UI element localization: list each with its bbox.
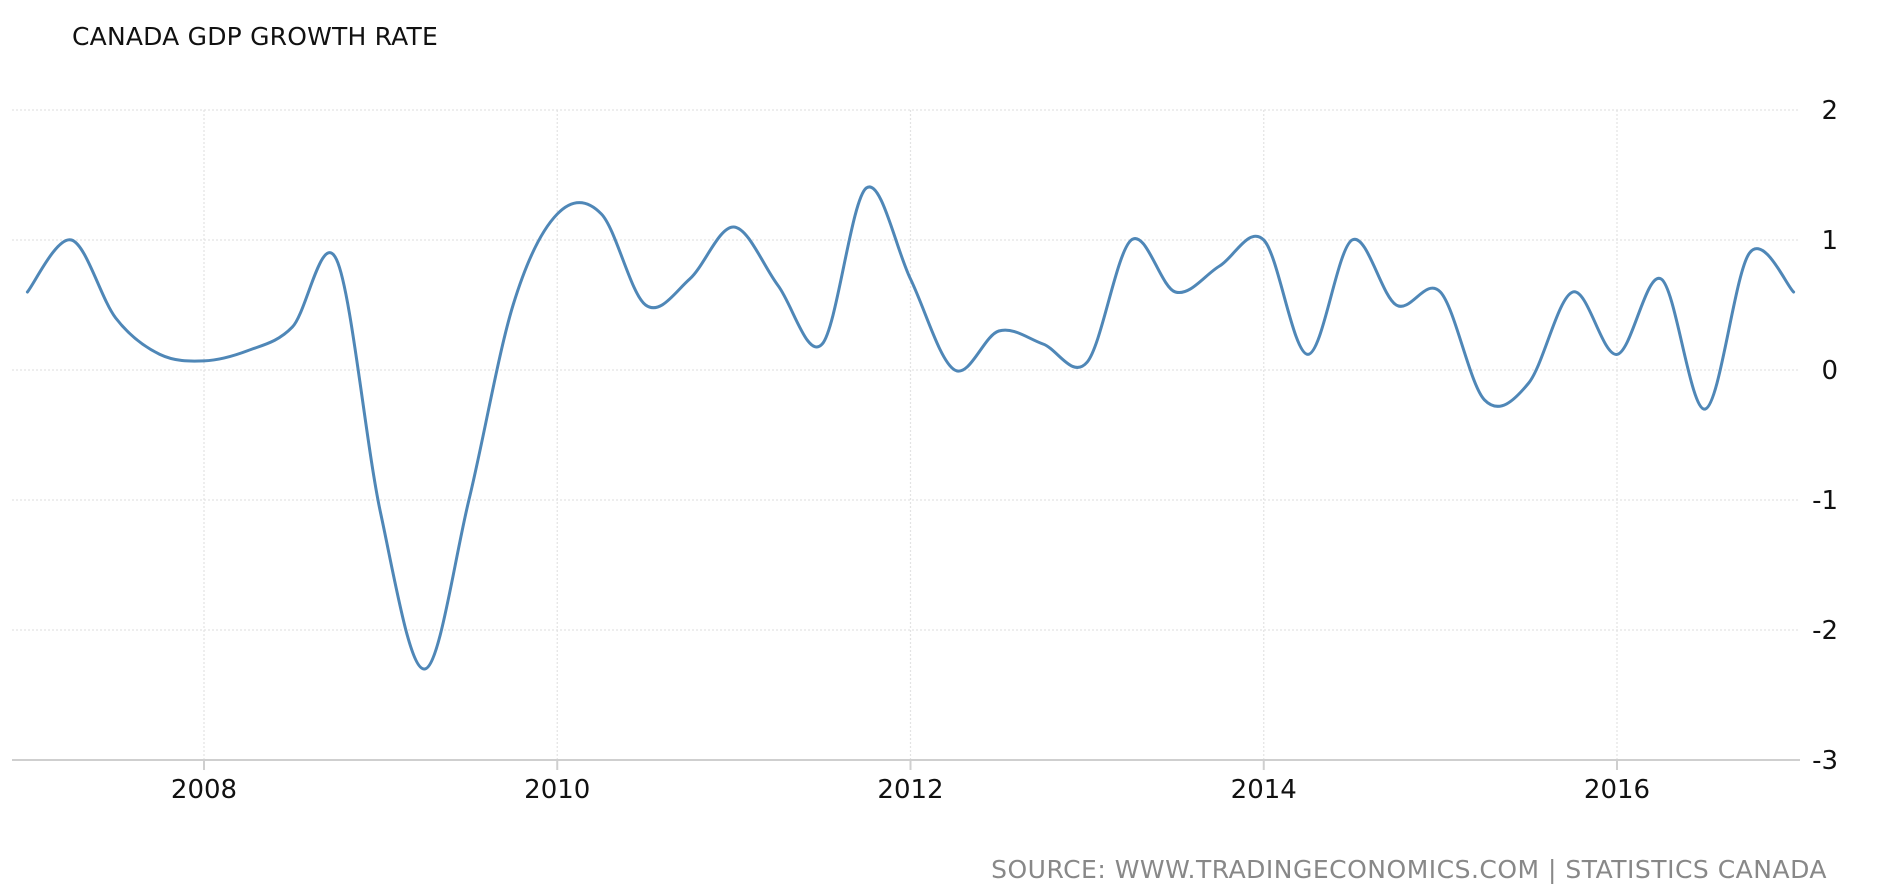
x-tick-label: 2014 bbox=[1231, 775, 1297, 805]
y-tick-label: 2 bbox=[1821, 96, 1838, 126]
chart-title: CANADA GDP GROWTH RATE bbox=[72, 22, 439, 51]
axis-layer bbox=[12, 759, 1800, 770]
y-tick-label: 0 bbox=[1821, 356, 1838, 386]
y-tick-label: 1 bbox=[1821, 226, 1838, 256]
x-tick-label: 2012 bbox=[877, 775, 943, 805]
series-layer bbox=[25, 185, 1796, 671]
x-tick-label: 2010 bbox=[524, 775, 590, 805]
y-tick-label: -1 bbox=[1812, 486, 1838, 516]
x-tick-label: 2008 bbox=[171, 775, 237, 805]
y-tick-label: -3 bbox=[1812, 746, 1838, 776]
source-attribution: SOURCE: WWW.TRADINGECONOMICS.COM | STATI… bbox=[991, 855, 1827, 884]
x-tick-label: 2016 bbox=[1584, 775, 1650, 805]
y-tick-label: -2 bbox=[1812, 616, 1838, 646]
grid-layer bbox=[12, 109, 1800, 760]
gdp-growth-series-line bbox=[25, 185, 1796, 671]
tick-label-layer: 2 1 0 -1 -2 -3 2008 2010 2012 2014 2016 bbox=[171, 96, 1838, 805]
